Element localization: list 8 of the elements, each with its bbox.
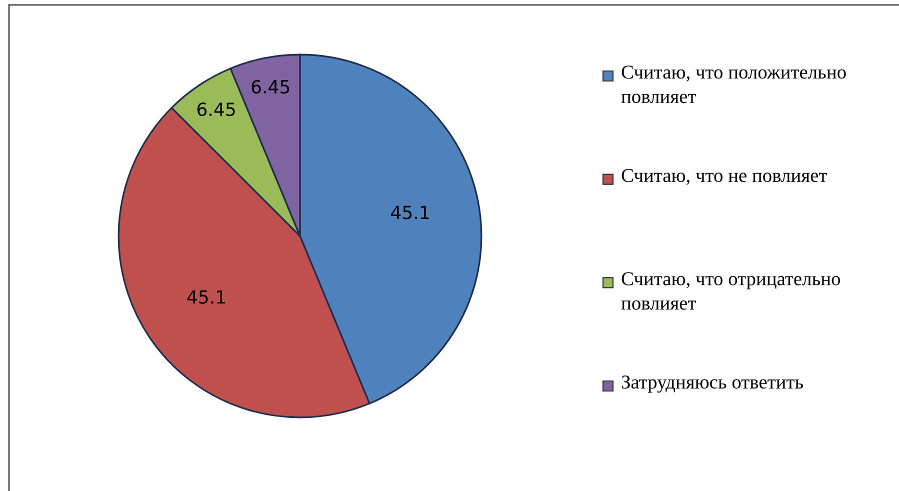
- legend-label: Считаю, что положительно повлияет: [621, 66, 846, 104]
- data-label: 6.45: [197, 102, 235, 116]
- legend-label: Считаю, что не повлияет: [622, 168, 827, 185]
- data-label: 6.45: [252, 80, 290, 94]
- data-label: 45.1: [187, 290, 225, 304]
- data-label: 45.1: [391, 206, 429, 220]
- legend-label: Считаю, что отрицательно повлияет: [621, 272, 840, 310]
- legend-label: Затрудняюсь ответить: [622, 376, 804, 393]
